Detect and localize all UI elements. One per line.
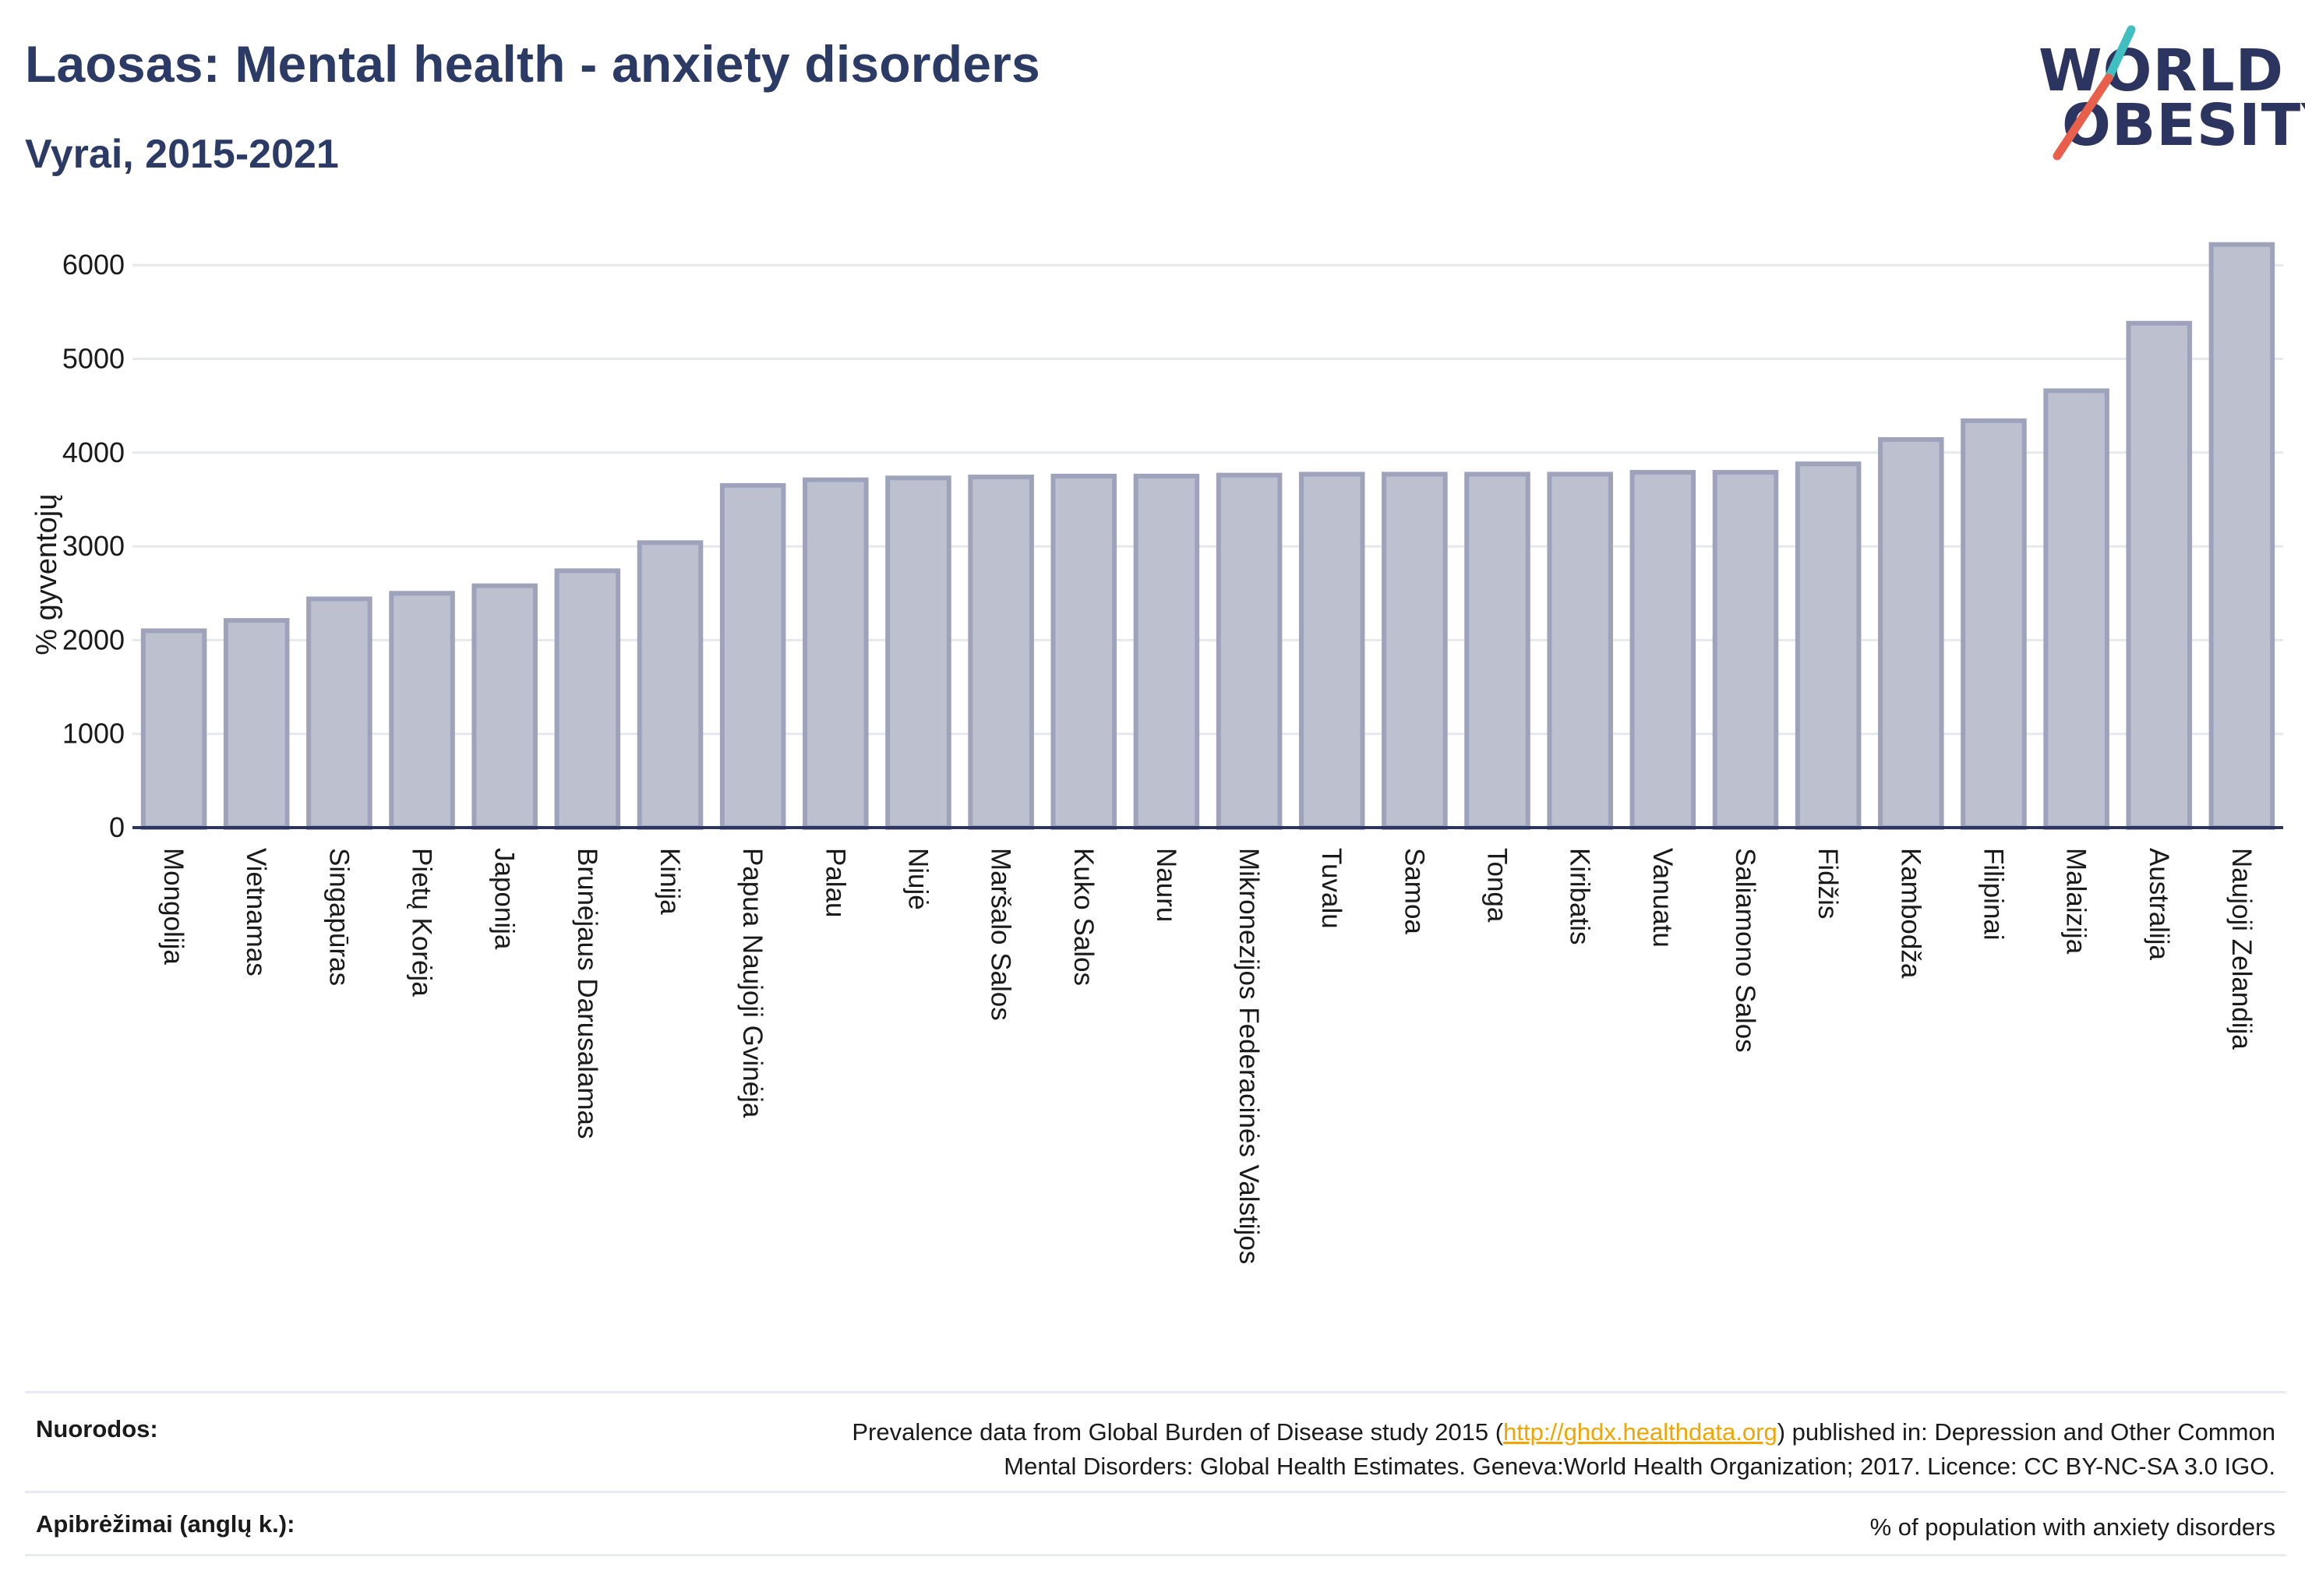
logo-line-1: WORLD (2038, 37, 2285, 104)
y-tick-label: 0 (109, 811, 125, 843)
x-tick-label: Fidžis (1813, 848, 1843, 919)
y-tick-label: 6000 (62, 249, 125, 281)
bar (1961, 418, 2027, 830)
y-tick-label: 1000 (62, 718, 125, 750)
x-tick-label: Filipinai (1978, 848, 2008, 941)
logo-slash-icon (2053, 25, 2136, 161)
definitions-row: Apibrėžimai (anglų k.): % of population … (25, 1491, 2286, 1556)
x-tick-label: Tuvalu (1316, 848, 1347, 929)
bar (223, 618, 290, 831)
bar (2126, 320, 2193, 830)
y-tick-label: 2000 (62, 623, 125, 655)
grid-lines (132, 263, 2283, 736)
references-row: Nuorodos: Prevalence data from Global Bu… (25, 1391, 2286, 1491)
x-tick-label: Brunėjaus Darusalamas (572, 848, 602, 1139)
x-tick-label: Tonga (1482, 848, 1513, 923)
bars (140, 242, 2275, 831)
references-text-before: Prevalence data from Global Burden of Di… (852, 1418, 1504, 1446)
y-tick-labels: 0 1000 2000 3000 4000 5000 6000 (62, 249, 125, 843)
x-tick-label: Nauru (1151, 848, 1181, 922)
x-tick-label: Malaizija (2061, 848, 2091, 955)
x-tick-label: Pietų Korėja (407, 848, 437, 997)
bar (885, 475, 951, 830)
bar (1133, 473, 1200, 830)
bar (471, 583, 538, 830)
bar (2208, 242, 2275, 830)
references-line-2: Mental Disorders: Global Health Estimate… (1004, 1453, 2275, 1480)
references-link[interactable]: http://ghdx.healthdata.org (1503, 1418, 1777, 1446)
y-tick-label: 5000 (62, 343, 125, 375)
x-tick-label: Niujė (902, 848, 933, 910)
x-tick-label: Kuko Salos (1068, 848, 1099, 986)
chart-subtitle: Vyrai, 2015-2021 (25, 132, 339, 177)
references-text-after: ) published in: Depression and Other Com… (1777, 1418, 2275, 1446)
bar (306, 596, 372, 830)
bar (1878, 436, 1944, 830)
bar-chart: 0 1000 2000 3000 4000 5000 6000 Mongolija Vietn… (30, 242, 2283, 1264)
x-tick-labels: Mongolija Vietnamas Singapūras Pietų Korėja… (158, 848, 2257, 1264)
bar (1382, 471, 1448, 830)
x-tick-label: Vanuatu (1647, 848, 1678, 948)
bar (1795, 461, 1862, 830)
x-tick-label: Palau (820, 848, 850, 918)
world-obesity-logo: WORLD OBESITY (2026, 23, 2305, 164)
bar (1298, 471, 1365, 830)
x-tick-label: Kiribatis (1565, 848, 1595, 945)
x-tick-label: Naujoji Zelandija (2226, 848, 2257, 1050)
bar (719, 482, 786, 830)
bar (968, 475, 1034, 830)
x-tick-label: Singapūras (323, 848, 354, 986)
bar (1629, 470, 1696, 830)
y-tick-label: 4000 (62, 436, 125, 468)
footer: Nuorodos: Prevalence data from Global Bu… (25, 1391, 2286, 1556)
bar (1464, 471, 1530, 830)
x-tick-label: Papua Naujoji Gvinėja (737, 848, 768, 1118)
bar (803, 477, 869, 830)
y-tick-label: 3000 (62, 530, 125, 562)
bar (389, 591, 455, 830)
x-tick-label: Samoa (1399, 848, 1429, 934)
bar (637, 540, 704, 830)
definitions-text: % of population with anxiety disorders (1869, 1513, 2275, 1541)
x-tick-label: Maršalo Salos (986, 848, 1016, 1021)
x-tick-label: Vietnamas (241, 848, 271, 976)
bar (140, 628, 207, 830)
x-tick-label: Australija (2144, 848, 2174, 960)
x-tick-label: Kambodža (1895, 848, 1926, 979)
x-tick-label: Mongolija (158, 848, 189, 965)
logo-line-2: OBESITY (2062, 92, 2305, 159)
bar (1216, 472, 1283, 830)
x-tick-label: Kinija (655, 848, 685, 915)
bar (1050, 473, 1117, 830)
bar (554, 568, 621, 830)
bar (1547, 471, 1613, 830)
x-tick-label: Japonija (489, 848, 520, 950)
x-tick-label: Saliamono Salos (1730, 848, 1760, 1053)
references-label: Nuorodos: (36, 1415, 158, 1442)
y-axis-label: % gyventojų (30, 494, 63, 655)
definitions-label: Apibrėžimai (anglų k.): (36, 1510, 295, 1538)
bar (1712, 470, 1779, 830)
chart-title: Laosas: Mental health - anxiety disorder… (25, 35, 1040, 93)
references-text: Prevalence data from Global Burden of Di… (852, 1415, 2275, 1484)
x-tick-label: Mikronezijos Federacinės Valstijos (1234, 848, 1264, 1264)
bar (2043, 388, 2109, 831)
